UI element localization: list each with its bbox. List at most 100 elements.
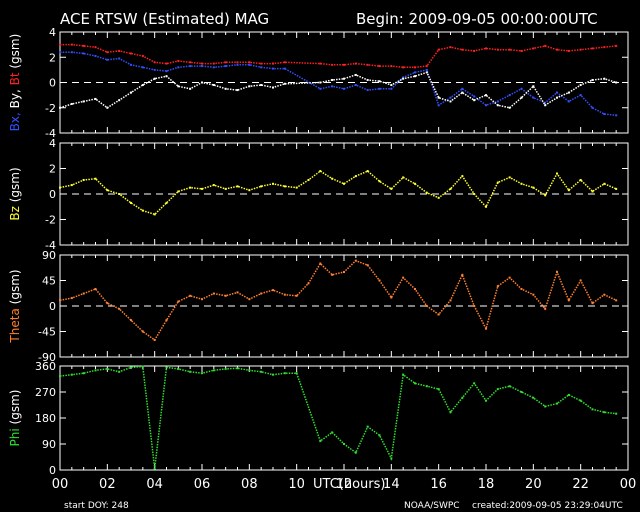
data-point [485, 94, 487, 97]
data-point [354, 84, 357, 87]
data-point [224, 294, 227, 297]
data-point [248, 61, 251, 64]
x-tick-label: 16 [430, 477, 447, 492]
series-phi [59, 365, 618, 470]
data-point [141, 84, 144, 87]
data-point [106, 367, 109, 370]
start-doy: start DOY: 248 [64, 501, 129, 511]
data-point [212, 66, 215, 69]
series-bz [59, 170, 618, 216]
data-point [343, 182, 345, 185]
data-point [106, 189, 109, 192]
y-tick-label: 0 [49, 464, 56, 477]
panels: 420-2-4Bx, By, Bt (gsm)420-2-4Bz (gsm)90… [8, 26, 629, 477]
data-point [591, 190, 594, 193]
data-point [236, 89, 239, 92]
data-point [189, 87, 192, 90]
data-point [177, 85, 180, 88]
data-point [567, 49, 570, 52]
data-point [402, 77, 405, 80]
data-point [224, 87, 227, 90]
data-point [94, 288, 97, 290]
data-point [283, 372, 286, 375]
data-point [165, 366, 168, 369]
data-point [556, 48, 558, 51]
data-point [508, 176, 511, 179]
data-point [153, 213, 156, 216]
y-axis-label-part: (gsm) [8, 34, 22, 73]
data-point [201, 62, 203, 65]
data-point [414, 382, 416, 385]
y-tick-label: -2 [45, 102, 56, 115]
data-point [165, 70, 168, 73]
x-tick-label: 14 [383, 477, 400, 492]
data-point [508, 48, 511, 51]
panel-2: 4 2 0 -2 -4 Bz (gsm) [8, 137, 629, 252]
data-point [414, 75, 416, 78]
data-point [94, 369, 97, 372]
data-point [496, 285, 499, 288]
y-tick-label: -4 [45, 127, 56, 140]
data-point [319, 62, 322, 65]
data-point [331, 177, 334, 180]
y-axis-label-part: (gsm) [8, 269, 22, 308]
data-point [414, 288, 416, 290]
data-point [402, 276, 405, 279]
y-tick-label: 0 [49, 188, 56, 201]
data-point [201, 81, 203, 84]
data-point [496, 181, 499, 184]
y-tick-label: 90 [42, 249, 56, 262]
data-point [449, 187, 452, 190]
data-point [106, 106, 109, 109]
data-point [153, 68, 156, 71]
y-tick-label: 360 [35, 360, 56, 373]
data-point [248, 298, 251, 301]
series-line [59, 365, 617, 469]
data-point [82, 292, 85, 295]
y-tick-label: -45 [38, 326, 56, 339]
data-point [485, 47, 487, 50]
data-point [177, 300, 180, 303]
data-point [366, 425, 369, 428]
data-point [532, 85, 535, 88]
y-tick-label: 4 [49, 137, 56, 150]
data-point [343, 271, 345, 273]
data-point [82, 100, 85, 103]
data-point [118, 57, 121, 60]
data-point [70, 43, 73, 46]
y-tick-label: -4 [45, 239, 56, 252]
y-tick-label: 180 [35, 412, 56, 425]
data-point [532, 293, 535, 296]
data-point [544, 101, 547, 104]
y-tick-label: 2 [49, 163, 56, 176]
data-point [260, 66, 263, 69]
data-point [603, 411, 606, 414]
data-point [579, 178, 582, 181]
data-point [248, 85, 251, 88]
data-point [615, 299, 618, 302]
data-point [177, 190, 180, 193]
data-point [579, 94, 582, 97]
data-point [496, 104, 499, 107]
data-point [283, 67, 286, 70]
data-point [272, 62, 274, 65]
data-point [603, 182, 606, 185]
series-theta [59, 259, 618, 342]
y-axis-label: Phi (gsm) [8, 390, 22, 447]
y-tick-label: 2 [49, 51, 56, 64]
data-point [390, 87, 393, 90]
x-tick-label: 00 [52, 477, 69, 492]
data-point [402, 373, 405, 376]
data-point [82, 44, 85, 47]
data-point [189, 294, 192, 297]
data-point [544, 405, 547, 408]
x-tick-label: 04 [146, 477, 163, 492]
data-point [201, 372, 203, 375]
data-point [94, 46, 97, 49]
data-point [141, 330, 144, 333]
data-point [437, 388, 440, 391]
data-point [437, 313, 440, 316]
data-point [390, 187, 393, 190]
data-point [59, 186, 61, 189]
data-point [378, 180, 381, 183]
